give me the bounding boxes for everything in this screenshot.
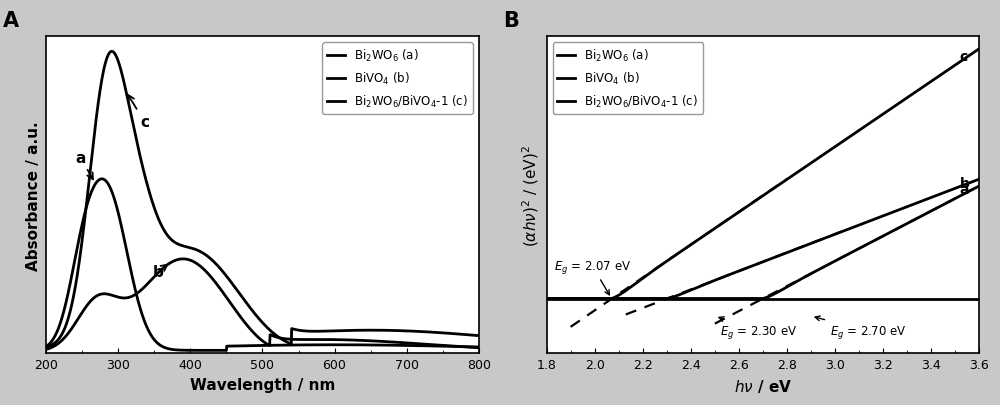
Text: b: b [960, 176, 970, 190]
Text: a: a [75, 150, 93, 180]
X-axis label: $h\nu$ / eV: $h\nu$ / eV [734, 377, 792, 394]
Legend: Bi$_2$WO$_6$ (a), BiVO$_4$ (b), Bi$_2$WO$_6$/BiVO$_4$-1 (c): Bi$_2$WO$_6$ (a), BiVO$_4$ (b), Bi$_2$WO… [322, 43, 473, 115]
Text: $E_g$ = 2.07 eV: $E_g$ = 2.07 eV [554, 258, 631, 295]
X-axis label: Wavelength / nm: Wavelength / nm [190, 377, 335, 392]
Text: $E_g$ = 2.70 eV: $E_g$ = 2.70 eV [815, 316, 907, 340]
Text: a: a [960, 183, 969, 197]
Text: b: b [153, 264, 167, 279]
Text: B: B [503, 11, 519, 31]
Y-axis label: $(\alpha h\nu)^2$ / (eV)$^2$: $(\alpha h\nu)^2$ / (eV)$^2$ [520, 145, 541, 246]
Text: $E_g$ = 2.30 eV: $E_g$ = 2.30 eV [719, 317, 797, 340]
Text: c: c [128, 96, 149, 130]
Legend: Bi$_2$WO$_6$ (a), BiVO$_4$ (b), Bi$_2$WO$_6$/BiVO$_4$-1 (c): Bi$_2$WO$_6$ (a), BiVO$_4$ (b), Bi$_2$WO… [553, 43, 703, 115]
Y-axis label: Absorbance / a.u.: Absorbance / a.u. [26, 121, 41, 270]
Text: A: A [3, 11, 19, 31]
Text: c: c [960, 50, 968, 64]
